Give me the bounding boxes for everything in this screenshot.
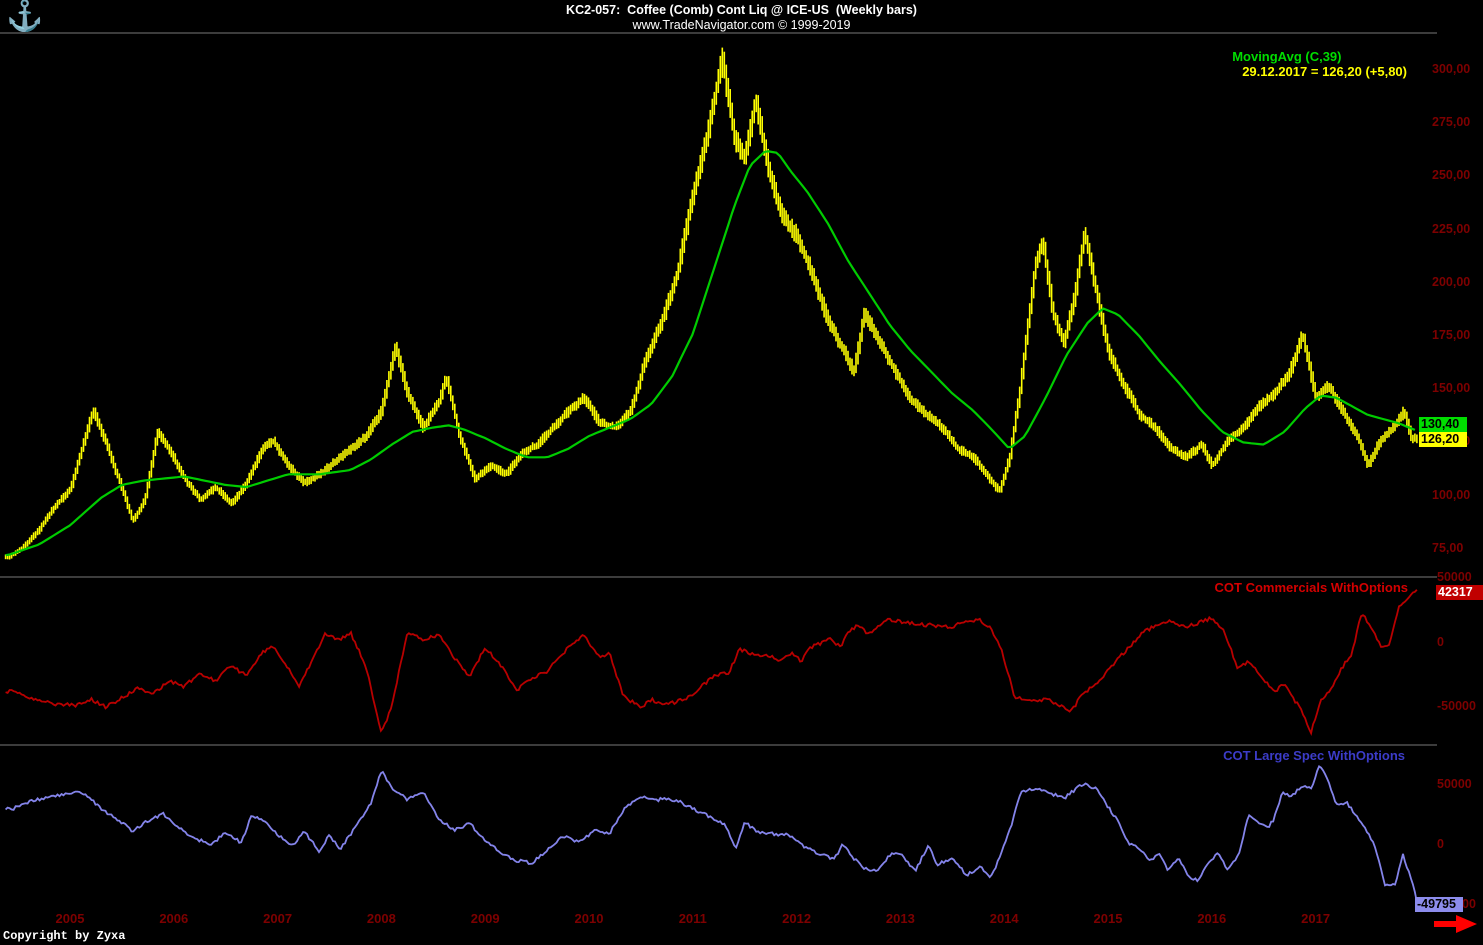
price-axis-label: 225,00 bbox=[1432, 221, 1471, 236]
year-label: 2010 bbox=[574, 911, 604, 926]
commercials-axis-label: 50000 bbox=[1437, 569, 1472, 584]
indicator-value: 29.12.2017 = 126,20 (+5,80) bbox=[1242, 64, 1407, 79]
last-price-badge: 126,20 bbox=[1419, 432, 1467, 448]
year-label: 2008 bbox=[366, 911, 396, 926]
year-label: 2005 bbox=[55, 911, 85, 926]
chart-subtitle: www.TradeNavigator.com © 1999-2019 bbox=[632, 18, 851, 32]
price-axis-label: 150,00 bbox=[1432, 381, 1471, 396]
ma-value-badge: 130,40 bbox=[1419, 417, 1467, 433]
price-axis-label: 175,00 bbox=[1432, 328, 1471, 342]
commercials-axis-label: -50000 bbox=[1437, 699, 1476, 714]
scroll-right-arrow-icon[interactable] bbox=[1432, 912, 1480, 936]
panel-divider-largespec bbox=[0, 744, 1437, 746]
copyright-text: Copyright by Zyxa bbox=[3, 929, 126, 943]
large-spec-axis-label: 50000 bbox=[1437, 776, 1472, 791]
app-logo-anchor-icon: ⚓ bbox=[6, 0, 44, 33]
large-spec-axis-label: 0 bbox=[1437, 837, 1444, 851]
panel-divider-top bbox=[0, 32, 1437, 34]
year-label: 2015 bbox=[1093, 911, 1123, 926]
large-spec-panel-label: COT Large Spec WithOptions bbox=[1223, 748, 1405, 763]
year-label: 2014 bbox=[989, 911, 1019, 926]
year-label: 2011 bbox=[678, 911, 707, 926]
indicator-readout: MovingAvg (C,39) 29.12.2017 = 126,20 (+5… bbox=[1218, 34, 1407, 94]
chart-title: KC2-057: Coffee (Comb) Cont Liq @ ICE-US… bbox=[566, 3, 917, 17]
year-label: 2009 bbox=[470, 911, 500, 926]
price-axis-label: 250,00 bbox=[1432, 168, 1471, 183]
price-axis-label: 200,00 bbox=[1432, 274, 1471, 289]
year-label: 2016 bbox=[1197, 911, 1227, 926]
year-label: 2007 bbox=[263, 911, 293, 926]
panel-divider-commercials bbox=[0, 576, 1437, 578]
year-label: 2012 bbox=[782, 911, 812, 926]
commercials-axis-label: 0 bbox=[1437, 634, 1444, 649]
year-label: 2006 bbox=[159, 911, 189, 926]
price-axis-label: 100,00 bbox=[1432, 487, 1471, 502]
indicator-name: MovingAvg (C,39) bbox=[1232, 49, 1342, 64]
price-axis-label: 300,00 bbox=[1432, 62, 1471, 76]
commercials-panel-label: COT Commercials WithOptions bbox=[1214, 580, 1408, 595]
commercials-value-badge: 42317 bbox=[1436, 585, 1483, 600]
price-axis-label: 75,00 bbox=[1432, 540, 1464, 555]
large-spec-value-badge: -49795 bbox=[1415, 896, 1463, 912]
year-label: 2013 bbox=[885, 911, 915, 926]
year-label: 2017 bbox=[1301, 911, 1331, 926]
price-axis-label: 275,00 bbox=[1432, 115, 1471, 130]
